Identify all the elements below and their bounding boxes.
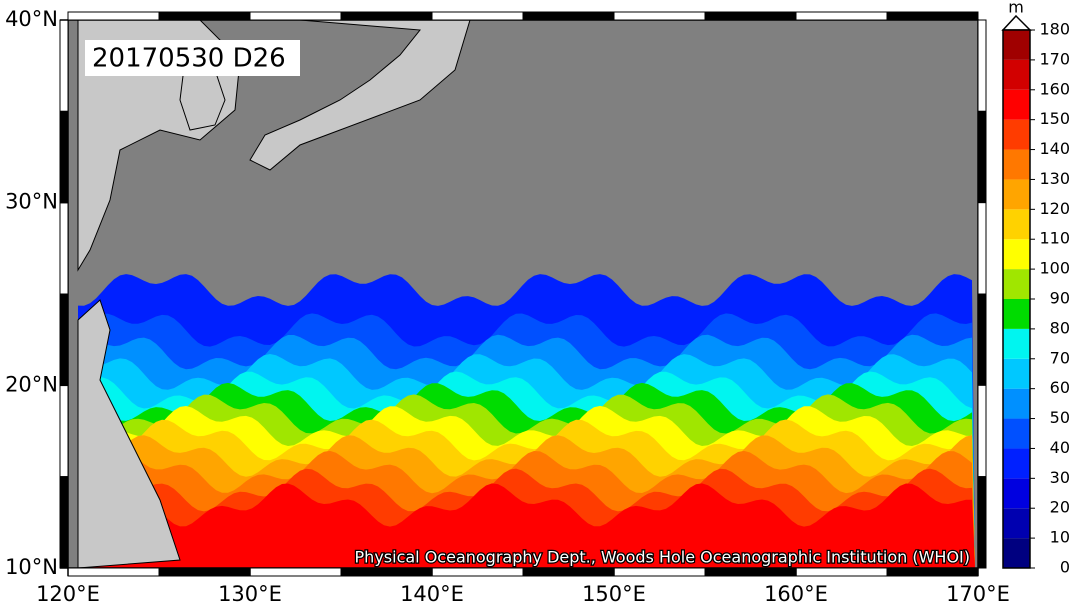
colorbar-swatch	[1003, 149, 1030, 180]
frame-segment	[977, 384, 987, 478]
colorbar-tick-label: 130	[1039, 169, 1070, 188]
lon-tick-label: 140°E	[400, 582, 464, 606]
lat-tick-label: 10°N	[5, 555, 58, 579]
map-title: 20170530 D26	[92, 44, 286, 74]
colorbar-swatch	[1003, 388, 1030, 419]
title-box	[85, 40, 300, 76]
frame-segment	[59, 202, 69, 295]
frame-segment	[59, 384, 69, 478]
credit: Physical Oceanography Dept., Woods Hole …	[355, 548, 970, 567]
colorbar-tick-label: 140	[1039, 139, 1070, 158]
colorbar-tick-label: 50	[1050, 408, 1070, 427]
frame-segment	[249, 11, 342, 21]
colorbar-swatch	[1003, 119, 1030, 150]
colorbar-tick-label: 160	[1039, 79, 1070, 98]
frame-segment	[431, 11, 524, 21]
colorbar-tick-label: 70	[1050, 348, 1070, 367]
colorbar-tick-label: 150	[1039, 109, 1070, 128]
colorbar-over-arrow	[1001, 14, 1032, 31]
field-band	[78, 483, 975, 568]
frame-segment	[977, 19, 987, 112]
lon-tick-label: 120°E	[36, 582, 100, 606]
frame-segment	[67, 11, 160, 21]
lat-tick-label: 20°N	[5, 372, 58, 396]
frame-segment	[59, 19, 69, 112]
colorbar-tick-label: 20	[1050, 498, 1070, 517]
colorbar-swatch	[1003, 269, 1030, 299]
frame-segment	[67, 567, 160, 577]
colorbar-tick-label: 60	[1050, 378, 1070, 397]
colorbar-tick-label: 80	[1050, 318, 1070, 337]
colorbar-tick-label: 110	[1039, 229, 1070, 248]
lat-tick-label: 40°N	[5, 7, 58, 31]
frame-segment	[613, 11, 706, 21]
frame-segment	[886, 11, 979, 21]
colorbar-tick-label: 90	[1050, 289, 1070, 308]
land	[77, 19, 471, 569]
frame-segment	[340, 11, 433, 21]
frame-segment	[977, 293, 987, 386]
frame-segment	[522, 11, 615, 21]
colorbar-tick-label: 0	[1060, 558, 1070, 577]
colorbar-tick-label: 10	[1050, 528, 1070, 547]
colorbar-tick-label: 120	[1039, 199, 1070, 218]
colorbar-unit: m	[1008, 0, 1024, 17]
colorbar-swatch	[1003, 59, 1030, 90]
lon-tick-label: 160°E	[764, 582, 828, 606]
lon-tick-label: 170°E	[946, 582, 1010, 606]
frame-segment	[59, 476, 69, 569]
frame-segment	[704, 11, 797, 21]
colorbar-tick-label: 30	[1050, 468, 1070, 487]
map-frame	[59, 11, 987, 577]
frame-segment	[977, 202, 987, 295]
frame-segment	[704, 567, 797, 577]
frame-segment	[249, 567, 342, 577]
colorbar-swatch	[1003, 209, 1030, 240]
colorbar-swatch	[1003, 299, 1030, 329]
frame-segment	[158, 11, 251, 21]
lat-tick-label: 30°N	[5, 190, 58, 214]
frame-segment	[522, 567, 615, 577]
colorbar-swatch	[1003, 478, 1030, 509]
frame-segment	[59, 293, 69, 386]
colorbar-swatch	[1003, 30, 1030, 60]
lon-tick-label: 130°E	[218, 582, 282, 606]
frame-segment	[59, 110, 69, 204]
colorbar-tick-label: 180	[1039, 20, 1070, 39]
colorbar-swatch	[1003, 179, 1030, 210]
frame-segment	[795, 11, 888, 21]
colorbar-swatch	[1003, 538, 1030, 568]
frame-segment	[977, 476, 987, 569]
colorbar-tick-label: 170	[1039, 49, 1070, 68]
frame-segment	[431, 567, 524, 577]
land-philippines	[77, 299, 181, 569]
frame-segment	[977, 110, 987, 204]
colorbar-swatch	[1003, 328, 1030, 359]
depth-field	[78, 274, 975, 568]
frame-segment	[158, 567, 251, 577]
colorbar-swatch	[1003, 358, 1030, 389]
colorbar-swatch	[1003, 508, 1030, 539]
frame-segment	[795, 567, 888, 577]
frame-segment	[340, 567, 433, 577]
colorbar-tick-label: 100	[1039, 259, 1070, 278]
frame-segment	[886, 567, 979, 577]
colorbar-swatch	[1003, 418, 1030, 449]
land-japan	[249, 19, 471, 171]
lon-tick-label: 150°E	[582, 582, 646, 606]
colorbar-swatch	[1003, 239, 1030, 270]
frame-segment	[613, 567, 706, 577]
colorbar-tick-label: 40	[1050, 438, 1070, 457]
colorbar-swatch	[1003, 448, 1030, 479]
colorbar-swatch	[1003, 89, 1030, 120]
